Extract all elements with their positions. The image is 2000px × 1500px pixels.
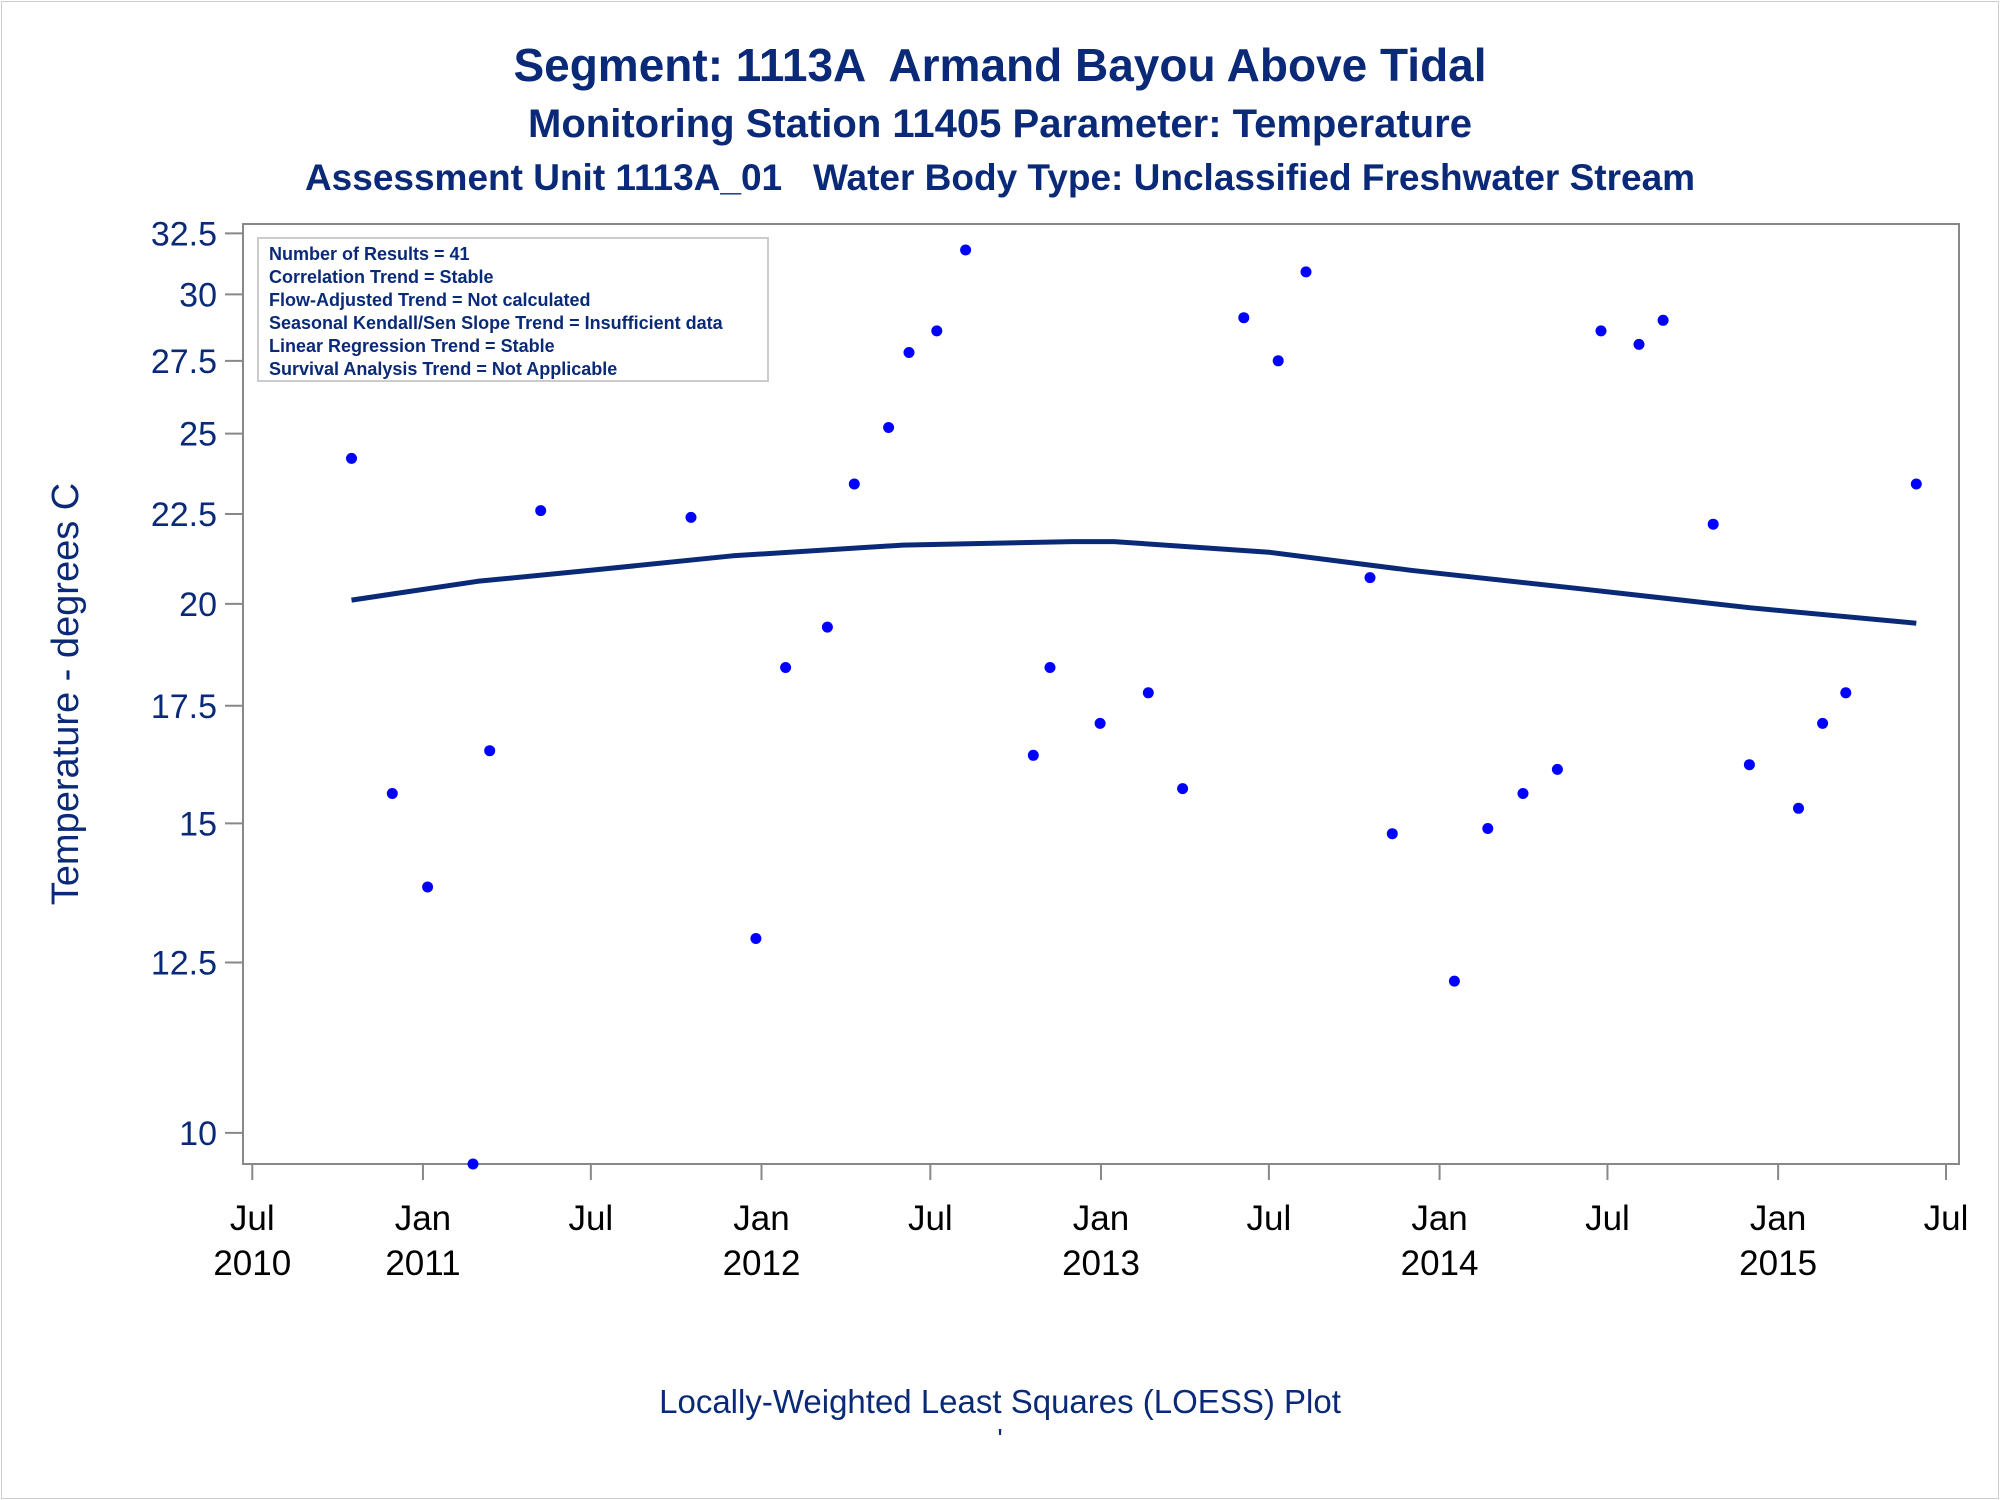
data-point [931,325,943,337]
legend-entry: Flow-Adjusted Trend = Not calculated [269,290,591,310]
data-point [1300,266,1312,278]
loess-layer [351,539,1917,626]
y-tick-label: 17.5 [151,688,217,726]
x-tick-label-month: Jan [395,1199,451,1238]
y-axis: 10 12.5 15 17.5 20 22.5 25 27.5 30 32.5 [151,215,243,1153]
data-point [821,621,833,633]
data-point [535,505,547,517]
data-point [1595,325,1607,337]
data-point [848,478,860,490]
legend-entry: Survival Analysis Trend = Not Applicable [269,359,617,379]
data-point [903,347,915,358]
footer-caption: Locally-Weighted Least Squares (LOESS) P… [659,1383,1341,1420]
data-point [883,422,895,433]
x-tick-label-month: Jul [568,1199,613,1238]
y-tick-label: 32.5 [151,215,217,253]
data-point [1386,828,1398,840]
legend: Number of Results = 41 Correlation Trend … [257,237,769,382]
data-point [467,1158,479,1170]
x-tick-label-year: 2012 [723,1244,801,1283]
y-tick-label: 30 [179,276,217,314]
x-tick-label-year: 2010 [213,1244,291,1283]
data-point [1238,312,1250,324]
data-point [1743,759,1755,771]
data-point [960,244,972,256]
data-point [422,881,434,893]
y-tick-label: 22.5 [151,496,217,534]
data-point [1177,783,1189,795]
y-tick-label: 12.5 [151,945,217,983]
chart-title: Segment: 1113A Armand Bayou Above Tidal [513,39,1487,91]
data-point [346,452,357,464]
y-tick-label: 20 [179,586,217,624]
data-point [484,745,496,757]
data-point [1657,314,1669,326]
y-tick-label: 10 [179,1115,217,1153]
y-tick-label: 27.5 [151,343,217,381]
x-axis: Jul 2010 Jan 2011 Jul Jan 2012 Jul Jan 2013 Jul Jan… [213,1163,1969,1283]
data-point [1793,802,1804,814]
data-point [1027,749,1039,761]
x-tick-label-month: Jul [1585,1199,1630,1238]
x-tick-label-month: Jul [1247,1199,1292,1238]
x-tick-label-month: Jul [230,1199,275,1238]
loess-curve [351,539,1917,626]
data-point [1364,572,1376,584]
x-tick-label-year: 2011 [385,1244,460,1283]
chart-subtitle: Monitoring Station 11405 Parameter: Temp… [528,102,1472,146]
footer-mark: ' [997,1423,1003,1454]
points-layer [346,244,1922,1170]
data-point [1910,478,1922,490]
x-tick-label-month: Jul [1924,1199,1969,1238]
legend-entry: Number of Results = 41 [269,244,470,264]
data-point [1517,788,1529,799]
y-tick-label: 25 [179,416,217,454]
data-point [1707,518,1719,530]
data-point [685,511,697,523]
x-tick-label-year: 2015 [1739,1244,1817,1283]
x-tick-label-year: 2013 [1062,1244,1140,1283]
legend-entry: Seasonal Kendall/Sen Slope Trend = Insuf… [269,313,724,333]
data-point [1272,355,1284,367]
data-point [1482,823,1494,834]
chart-subtitle-2: Assessment Unit 1113A_01 Water Body Type… [304,157,1696,198]
data-point [1817,717,1829,729]
data-point [750,933,762,944]
x-tick-label-year: 2014 [1401,1244,1479,1283]
data-point [386,788,398,799]
y-axis-label: Temperature - degrees C [45,483,87,905]
legend-box [257,237,769,382]
data-point [1142,687,1154,699]
data-point [1551,763,1563,775]
data-point [1633,338,1645,350]
x-tick-label-month: Jan [1411,1199,1467,1238]
legend-entry: Linear Regression Trend = Stable [269,336,555,356]
data-point [780,662,792,673]
data-point [1044,662,1056,673]
data-point [1448,975,1460,987]
legend-entry: Correlation Trend = Stable [269,267,494,287]
x-tick-label-month: Jan [1073,1199,1129,1238]
x-tick-label-month: Jan [1750,1199,1806,1238]
data-point [1094,717,1106,729]
x-tick-label-month: Jan [733,1199,789,1238]
y-tick-label: 15 [179,805,217,843]
data-point [1840,687,1852,699]
x-tick-label-month: Jul [908,1199,953,1238]
